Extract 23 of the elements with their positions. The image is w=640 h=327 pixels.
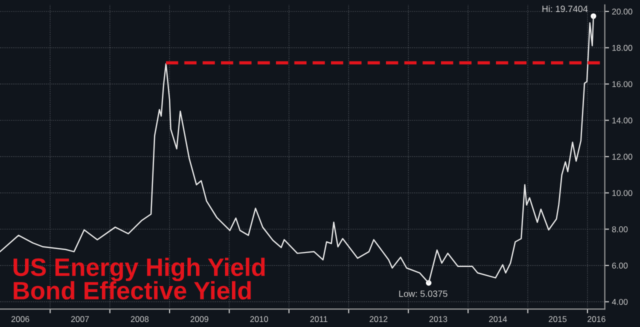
y-tick-label: 10.00: [612, 190, 632, 196]
x-tick-label: 2013: [429, 316, 448, 322]
y-tick-label: 14.00: [612, 118, 632, 124]
x-tick-label: 2011: [310, 316, 328, 322]
y-tick-label: 12.00: [612, 154, 632, 160]
annotation: Low: 5.0375: [399, 290, 448, 297]
y-tick-label: 18.00: [612, 44, 632, 51]
y-tick-label: 20.00: [612, 8, 632, 15]
x-tick-label: 2006: [11, 316, 30, 322]
x-tick-label: 2012: [370, 316, 388, 322]
x-tick-label: 2014: [489, 316, 507, 322]
y-tick-label: 16.00: [612, 81, 632, 88]
x-tick-label: 2009: [190, 316, 208, 322]
y-tick-label: 8.00: [612, 226, 628, 232]
annotation: Hi: 19.7404: [542, 5, 588, 12]
x-tick-label: 2010: [250, 316, 268, 322]
y-tick-label: 6.00: [612, 262, 628, 269]
x-tick-label: 2007: [71, 316, 89, 322]
x-tick-label: 2008: [130, 316, 149, 322]
text: US Energy High Yield Bond Effective Yield: [14, 258, 265, 300]
x-tick-label: 2016: [588, 316, 606, 322]
y-tick-label: 4.00: [612, 298, 628, 305]
x-tick-label: 2015: [548, 316, 567, 322]
